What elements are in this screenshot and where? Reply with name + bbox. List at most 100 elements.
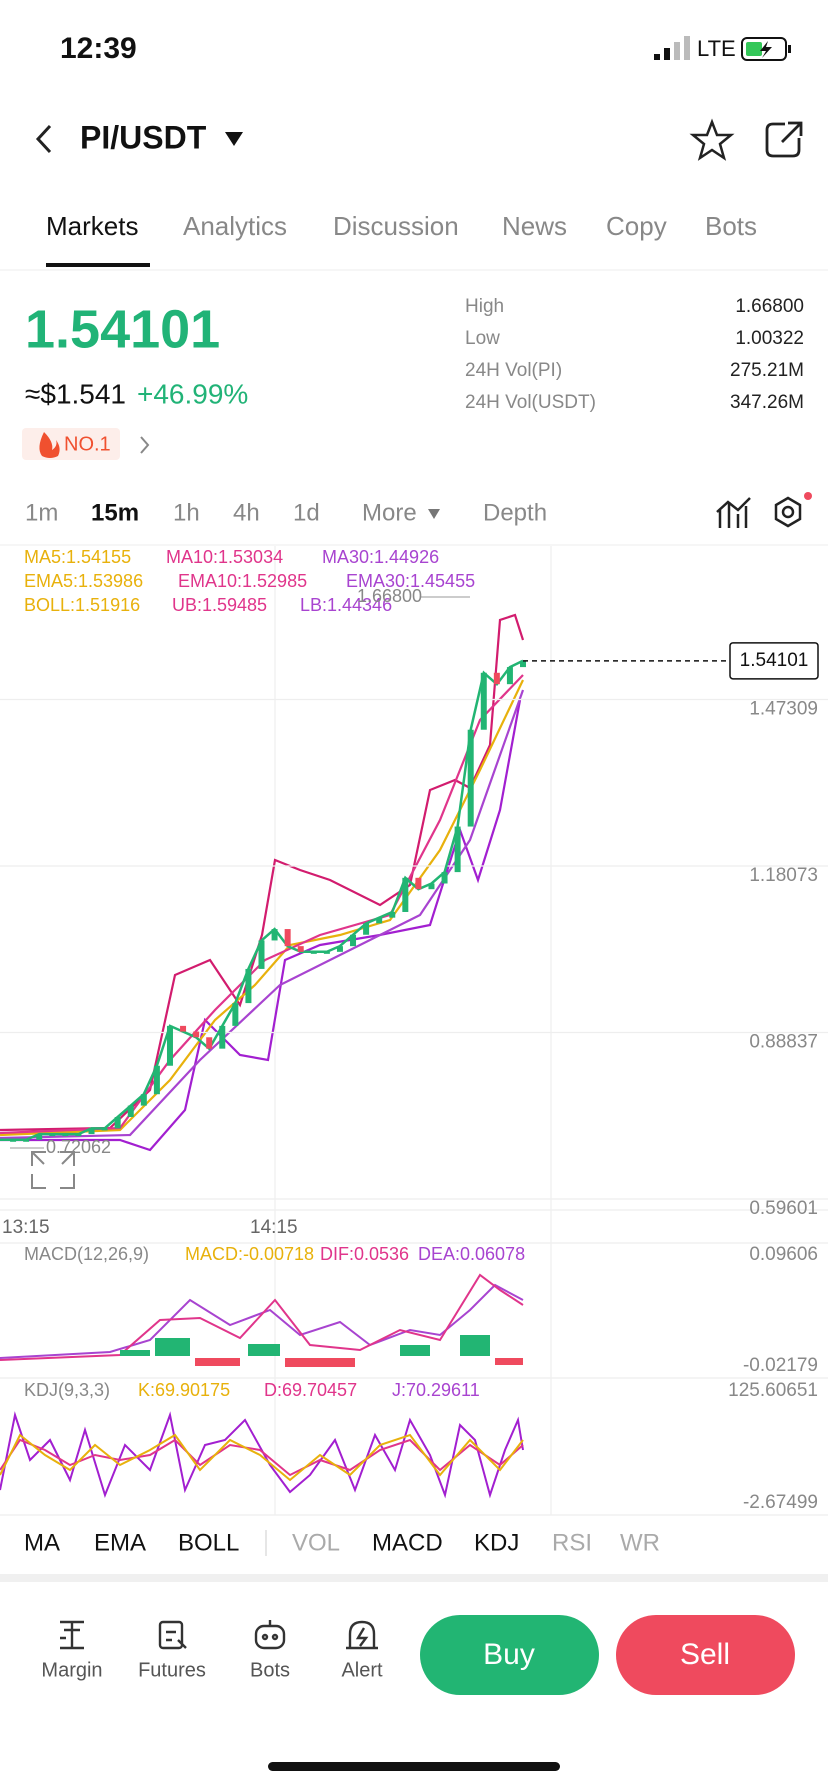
more-caret [428, 509, 440, 519]
interval[interactable]: Depth [483, 499, 547, 526]
candle [415, 877, 422, 890]
panel-tick: -2.67499 [743, 1492, 818, 1513]
legend-item: MA5:1.54155 [24, 547, 131, 567]
candle [323, 951, 330, 954]
stat-value: 1.00322 [735, 328, 804, 349]
favorite[interactable] [689, 118, 735, 161]
panel-item: DEA:0.06078 [418, 1244, 525, 1264]
indicator-tab[interactable]: MACD [372, 1529, 443, 1556]
legend-item: EMA10:1.52985 [178, 571, 307, 591]
indicator-tab[interactable]: WR [620, 1529, 660, 1556]
nav-label[interactable]: Bots [250, 1659, 290, 1681]
low-label: 0.72062 [46, 1137, 111, 1157]
macd-lines [0, 1273, 524, 1361]
interval[interactable]: 4h [233, 499, 260, 526]
panel-item: K:69.90175 [138, 1380, 230, 1400]
panel-item: DIF:0.0536 [320, 1244, 409, 1264]
tab[interactable]: Analytics [183, 211, 287, 241]
last-price: 1.54101 [25, 299, 220, 359]
tab[interactable]: Discussion [333, 211, 459, 241]
sell-label[interactable]: Sell [680, 1638, 730, 1671]
nav-label[interactable]: Alert [341, 1659, 383, 1681]
candle [36, 1134, 43, 1140]
indicator-tab[interactable]: MA [24, 1529, 60, 1556]
rank: NO.1 [64, 433, 111, 455]
tab[interactable]: News [502, 211, 567, 241]
nav-icons [60, 1620, 378, 1650]
chart-frame [0, 546, 828, 1516]
network: LTE [697, 36, 736, 61]
fullscreen-icon[interactable] [31, 1151, 75, 1189]
candle [493, 672, 500, 685]
panel-item: J:70.29611 [392, 1380, 480, 1400]
candle [350, 934, 357, 947]
candle [336, 946, 343, 952]
candle [166, 1025, 173, 1066]
legend-item: EMA30:1.45455 [346, 571, 475, 591]
indicator-tab[interactable]: RSI [552, 1529, 592, 1556]
interval[interactable]: 15m [91, 499, 139, 526]
indicator-icon[interactable] [716, 497, 751, 528]
indicator-tab[interactable]: VOL [292, 1529, 340, 1556]
stat-label: High [465, 296, 504, 317]
candle [49, 1134, 56, 1137]
buy-label[interactable]: Buy [483, 1638, 535, 1671]
candle [506, 667, 513, 685]
interval[interactable]: 1h [173, 499, 200, 526]
candle [467, 729, 474, 827]
stat-value: 275.21M [730, 360, 804, 381]
home-indicator [268, 1762, 560, 1771]
settings-icon-center [781, 505, 795, 519]
candle [88, 1128, 95, 1135]
candle [153, 1065, 160, 1095]
panel-title: KDJ(9,3,3) [24, 1380, 110, 1400]
last-price-box [729, 642, 819, 680]
pair-title[interactable]: PI/USDT [80, 119, 207, 155]
tab[interactable]: Markets [46, 211, 138, 241]
tab[interactable]: Bots [705, 211, 757, 241]
panel-title: MACD(12,26,9) [24, 1244, 149, 1264]
share[interactable] [765, 121, 803, 158]
candle [101, 1128, 108, 1131]
candle [428, 883, 435, 890]
legend-item: EMA5:1.53986 [24, 571, 143, 591]
rank-arrow[interactable] [140, 436, 150, 454]
candle [441, 872, 448, 884]
nav-label[interactable]: Futures [138, 1659, 206, 1681]
back-button[interactable] [35, 124, 52, 154]
candle [363, 923, 370, 935]
tab-underline [46, 263, 150, 267]
legend-item: BOLL:1.51916 [24, 595, 140, 615]
kdj-lines [0, 1411, 524, 1499]
candle [10, 1139, 17, 1142]
panel-tick: 0.09606 [749, 1244, 818, 1265]
candle [232, 1003, 239, 1026]
panel-tick: 125.60651 [728, 1380, 818, 1401]
pair-dropdown[interactable] [225, 132, 243, 146]
interval[interactable]: 1m [25, 499, 58, 526]
status-time: 12:39 [60, 32, 137, 65]
panel-item: D:69.70457 [264, 1380, 357, 1400]
candle [180, 1025, 187, 1032]
y-tick-label: 0.59601 [749, 1198, 818, 1219]
tab[interactable]: Copy [606, 211, 667, 241]
candle [258, 940, 265, 969]
buy-button[interactable] [420, 1615, 599, 1695]
interval[interactable]: 1d [293, 499, 320, 526]
stat-value: 1.66800 [735, 296, 804, 317]
indicator-tab[interactable]: KDJ [474, 1529, 519, 1556]
settings-icon[interactable] [774, 496, 802, 528]
candle [402, 877, 409, 912]
indicator-tab[interactable]: EMA [94, 1529, 146, 1556]
candle [75, 1134, 82, 1137]
panel-item: MACD:-0.00718 [185, 1244, 314, 1264]
interval[interactable]: More [362, 499, 417, 526]
price-line [0, 659, 524, 1142]
stat-label: Low [465, 328, 500, 349]
sell-button[interactable] [616, 1615, 795, 1695]
settings-dot [804, 492, 812, 500]
indicator-tab[interactable]: BOLL [178, 1529, 239, 1556]
nav-label[interactable]: Margin [41, 1659, 102, 1681]
candle [140, 1094, 147, 1106]
